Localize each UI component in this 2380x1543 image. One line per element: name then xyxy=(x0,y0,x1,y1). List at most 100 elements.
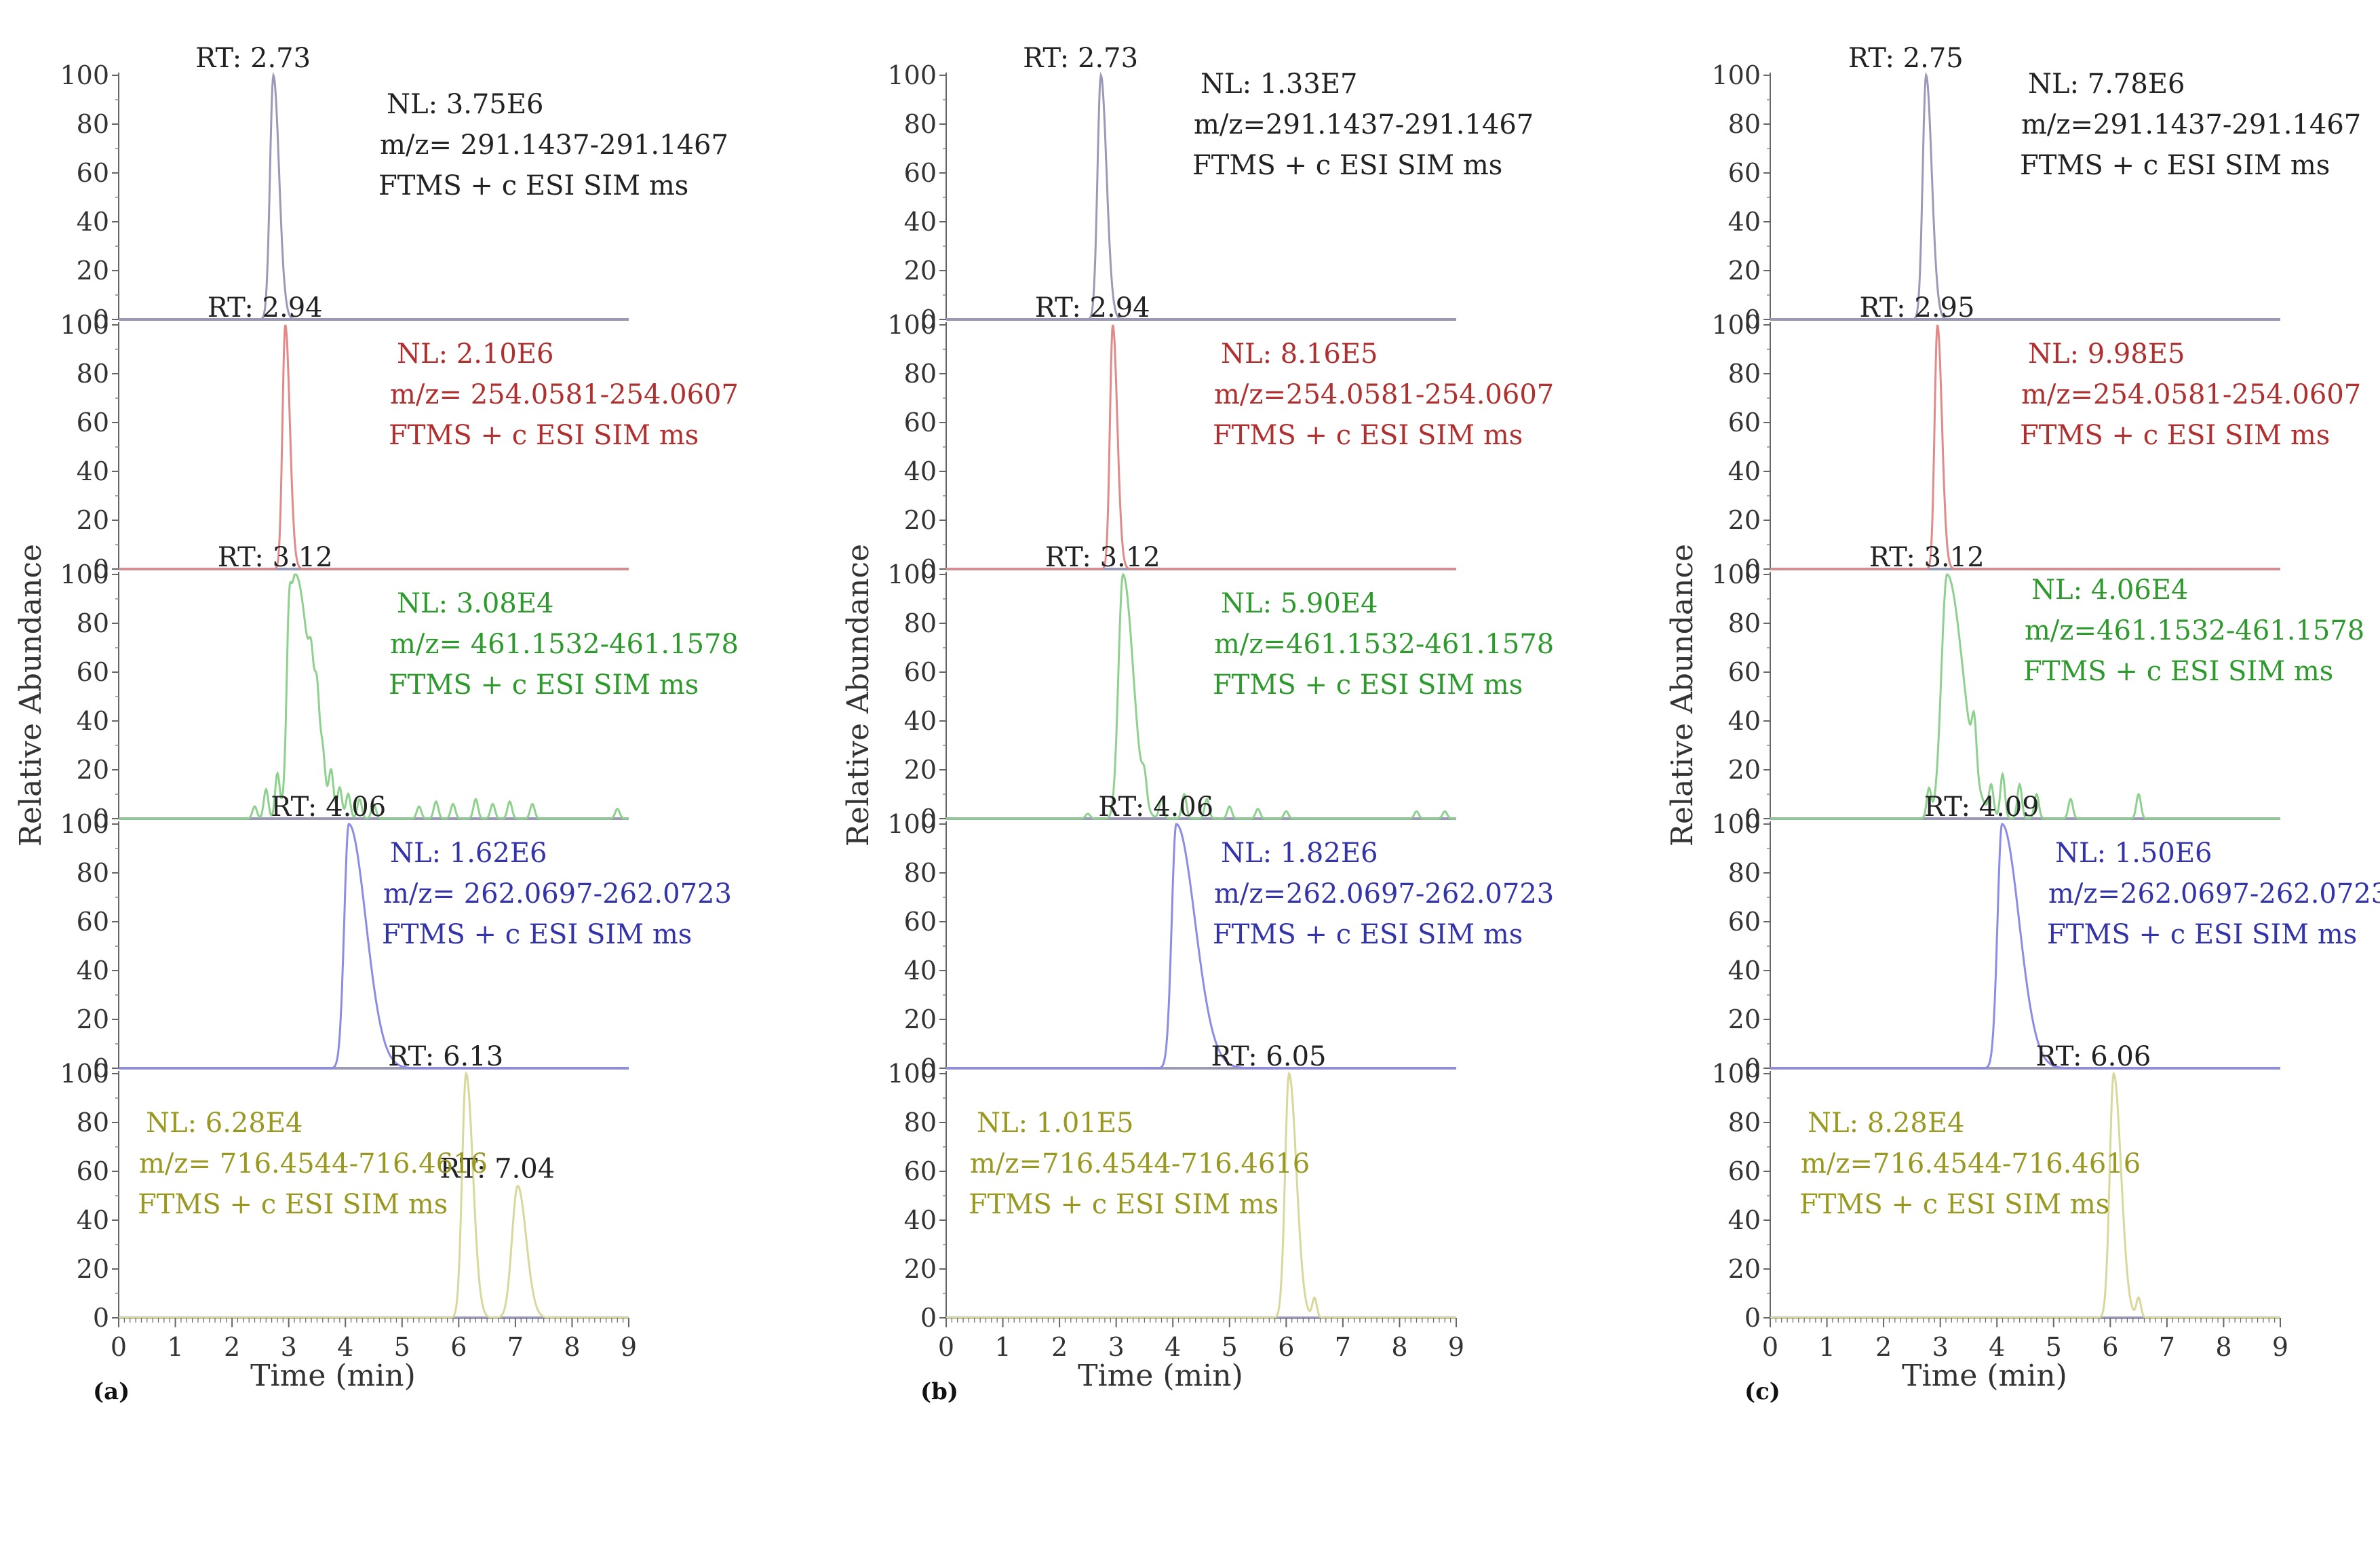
retention-time-label: RT: 7.04 xyxy=(440,1154,555,1185)
y-tick-label: 60 xyxy=(904,1156,937,1186)
normalization-level: NL: 1.82E6 xyxy=(1221,838,1378,869)
y-tick-label: 100 xyxy=(1711,809,1761,839)
x-tick-label: 7 xyxy=(507,1332,524,1362)
mass-range: m/z=254.0581-254.0607 xyxy=(2021,379,2361,410)
y-tick-label: 80 xyxy=(1728,858,1761,888)
x-tick-label: 0 xyxy=(938,1332,954,1362)
retention-time-label: RT: 2.75 xyxy=(1848,43,1964,74)
x-tick-label: 5 xyxy=(1222,1332,1238,1362)
y-tick-label: 80 xyxy=(77,359,109,389)
y-tick-label: 40 xyxy=(904,1205,937,1235)
scan-filter: FTMS + c ESI SIM ms xyxy=(2023,656,2333,687)
trace-row-5: 0 20 40 60 80 100 RT: 6.06 NL: 8.28E4 m/z=716.45… xyxy=(1711,1041,2280,1333)
scan-filter: FTMS + c ESI SIM ms xyxy=(138,1189,448,1220)
y-tick-label: 20 xyxy=(77,256,109,286)
y-tick-label: 100 xyxy=(887,809,937,839)
x-tick-label: 6 xyxy=(450,1332,467,1362)
x-tick-label: 3 xyxy=(281,1332,297,1362)
y-tick-label: 0 xyxy=(93,554,109,584)
x-tick-label: 8 xyxy=(564,1332,580,1362)
retention-time-label: RT: 6.05 xyxy=(1211,1041,1327,1072)
scan-filter: FTMS + c ESI SIM ms xyxy=(1213,420,1523,451)
chromatogram-trace xyxy=(1770,823,2280,1070)
x-tick-label: 6 xyxy=(2102,1332,2118,1362)
trace-row-1: 0 20 40 60 80 100 RT: 2.73 NL: 3.75E6 m/z= 291.1… xyxy=(60,43,728,334)
y-tick-label: 80 xyxy=(904,359,937,389)
retention-time-label: RT: 2.73 xyxy=(195,43,311,74)
x-tick-label: 2 xyxy=(1875,1332,1892,1362)
y-tick-label: 60 xyxy=(904,408,937,437)
y-tick-label: 60 xyxy=(1728,657,1761,687)
y-tick-label: 40 xyxy=(1728,456,1761,486)
y-tick-label: 80 xyxy=(904,1108,937,1137)
y-tick-label: 80 xyxy=(77,858,109,888)
x-tick-label: 2 xyxy=(224,1332,240,1362)
y-tick-label: 40 xyxy=(904,207,937,237)
trace-row-2: 0 20 40 60 80 100 RT: 2.94 NL: 2.10E6 m/z= 254.0… xyxy=(60,292,738,584)
trace-row-5: 0 20 40 60 80 100 RT: 6.05 NL: 1.01E5 m/z=716.45… xyxy=(887,1041,1456,1333)
y-tick-label: 40 xyxy=(904,956,937,985)
y-tick-label: 60 xyxy=(1728,158,1761,188)
x-tick-label: 6 xyxy=(1278,1332,1294,1362)
y-tick-label: 60 xyxy=(77,657,109,687)
y-tick-label: 40 xyxy=(1728,207,1761,237)
normalization-level: NL: 7.78E6 xyxy=(2028,69,2185,100)
y-tick-label: 0 xyxy=(1744,804,1761,834)
y-tick-label: 80 xyxy=(1728,608,1761,638)
y-tick-label: 0 xyxy=(920,554,937,584)
x-tick-label: 7 xyxy=(1335,1332,1351,1362)
y-tick-label: 60 xyxy=(77,158,109,188)
y-tick-label: 100 xyxy=(887,60,937,90)
x-axis-title: Time (min) xyxy=(1902,1359,2067,1393)
chromatogram-trace xyxy=(119,573,629,820)
scan-filter: FTMS + c ESI SIM ms xyxy=(2020,420,2330,451)
y-tick-label: 20 xyxy=(1728,1004,1761,1034)
y-tick-label: 20 xyxy=(1728,755,1761,785)
retention-time-label: RT: 3.12 xyxy=(1045,542,1160,573)
y-tick-label: 40 xyxy=(1728,956,1761,985)
y-tick-label: 100 xyxy=(60,1059,109,1089)
trace-row-1: 0 20 40 60 80 100 RT: 2.75 NL: 7.78E6 m/z=291.14… xyxy=(1711,43,2361,334)
chromatogram-trace xyxy=(946,572,1456,820)
y-tick-label: 60 xyxy=(1728,408,1761,437)
retention-time-label: RT: 6.13 xyxy=(388,1041,503,1072)
y-tick-label: 0 xyxy=(920,1303,937,1333)
y-tick-label: 80 xyxy=(1728,359,1761,389)
y-axis-title: Relative Abundance xyxy=(1665,544,1700,846)
y-tick-label: 40 xyxy=(77,207,109,237)
scan-filter: FTMS + c ESI SIM ms xyxy=(2047,919,2357,950)
y-tick-label: 100 xyxy=(60,809,109,839)
y-tick-label: 100 xyxy=(1711,60,1761,90)
y-tick-label: 40 xyxy=(77,706,109,736)
y-tick-label: 60 xyxy=(904,907,937,937)
x-tick-label: 2 xyxy=(1051,1332,1068,1362)
y-tick-label: 20 xyxy=(77,1004,109,1034)
y-tick-label: 20 xyxy=(1728,505,1761,535)
x-tick-label: 7 xyxy=(2159,1332,2175,1362)
mass-range: m/z=291.1437-291.1467 xyxy=(2021,109,2361,140)
chromatogram-trace xyxy=(946,823,1456,1070)
y-tick-label: 20 xyxy=(904,505,937,535)
scan-filter: FTMS + c ESI SIM ms xyxy=(382,919,692,950)
y-tick-label: 80 xyxy=(77,1108,109,1137)
scan-filter: FTMS + c ESI SIM ms xyxy=(389,669,699,701)
normalization-level: NL: 1.33E7 xyxy=(1201,69,1357,100)
mass-range: m/z= 716.4544-716.4616 xyxy=(139,1148,488,1179)
mass-range: m/z=291.1437-291.1467 xyxy=(1194,109,1534,140)
chromatogram-trace xyxy=(1770,71,2280,321)
x-tick-label: 4 xyxy=(1165,1332,1181,1362)
retention-time-label: RT: 2.94 xyxy=(208,292,323,324)
x-tick-label: 0 xyxy=(111,1332,127,1362)
x-tick-label: 1 xyxy=(1818,1332,1835,1362)
y-tick-label: 20 xyxy=(77,755,109,785)
y-tick-label: 20 xyxy=(904,1004,937,1034)
y-tick-label: 60 xyxy=(77,1156,109,1186)
panel-tag: (b) xyxy=(920,1378,958,1405)
retention-time-label: RT: 2.73 xyxy=(1023,43,1138,74)
x-tick-label: 3 xyxy=(1108,1332,1125,1362)
trace-row-2: 0 20 40 60 80 100 RT: 2.94 NL: 8.16E5 m/z=254.05… xyxy=(887,292,1554,584)
y-tick-label: 20 xyxy=(904,1254,937,1284)
